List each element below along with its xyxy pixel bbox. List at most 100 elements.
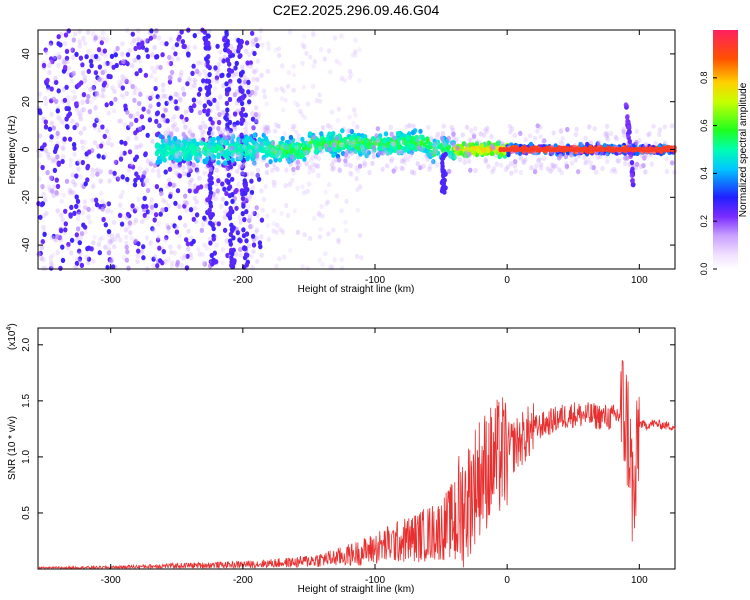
spectrogram-point xyxy=(600,165,605,172)
spectrogram-point xyxy=(347,69,353,75)
spectrogram-point xyxy=(221,110,226,116)
spectrogram-point xyxy=(152,44,157,51)
spectrogram-point xyxy=(82,40,88,46)
spectrogram-point xyxy=(343,161,348,167)
spectrogram-point xyxy=(69,189,74,195)
spectrogram-point xyxy=(311,167,316,174)
spectrogram-point xyxy=(259,72,264,78)
spectrogram-point xyxy=(134,206,139,212)
spectrogram-point xyxy=(71,54,76,60)
spectrogram-point xyxy=(206,40,211,46)
spectrogram-point xyxy=(264,169,270,176)
spectrogram-point xyxy=(195,141,200,147)
spectrogram-point xyxy=(148,241,153,247)
spectrogram-point xyxy=(90,53,95,60)
spectrogram-point xyxy=(226,172,231,178)
spectrogram-point xyxy=(65,245,71,251)
spectrogram-point xyxy=(228,241,233,247)
spectrogram-point xyxy=(230,176,235,182)
spectrogram-point xyxy=(199,60,204,66)
spectrogram-point xyxy=(216,61,222,68)
spectrogram-point xyxy=(604,131,609,137)
spectrogram-point xyxy=(43,197,48,203)
spectrogram-point xyxy=(280,143,285,149)
spectrogram-point xyxy=(46,155,52,161)
spectrogram-point xyxy=(211,136,216,142)
spectrogram-point xyxy=(653,140,658,146)
spectrogram-point xyxy=(167,181,173,187)
spectrogram-point xyxy=(317,98,323,104)
spectrogram-point xyxy=(156,122,161,129)
colorbar-tick-label: 0.0 xyxy=(699,263,709,276)
spectrogram-point xyxy=(123,103,128,109)
spectrogram-point xyxy=(62,64,68,71)
spectrogram-point xyxy=(108,169,113,175)
spectrogram-point xyxy=(186,44,191,50)
spectrogram-point xyxy=(318,226,323,232)
spectrogram-point xyxy=(604,146,609,153)
spectrogram-point xyxy=(112,244,117,250)
spectrogram-point xyxy=(62,97,68,103)
spectrogram-point xyxy=(260,207,265,213)
spectrogram-point xyxy=(292,208,297,214)
spectrogram-point xyxy=(308,54,313,60)
spectrogram-point xyxy=(111,108,117,114)
spectrogram-point xyxy=(148,161,154,167)
spectrogram-point xyxy=(160,113,166,119)
spectrogram-point xyxy=(254,145,259,151)
spectrogram-point xyxy=(588,160,593,166)
spectrogram-point xyxy=(282,254,287,260)
spectrogram-point xyxy=(197,100,203,106)
spectrogram-point xyxy=(354,137,359,144)
spectrogram-point xyxy=(126,224,131,230)
spectrogram-point xyxy=(363,161,368,167)
spectrogram-point xyxy=(181,165,186,171)
spectrogram-point xyxy=(295,102,300,108)
spectrogram-point xyxy=(213,65,218,71)
spectrogram-point xyxy=(542,138,547,144)
spectrogram-point xyxy=(215,101,220,107)
spectrogram-point xyxy=(56,161,61,167)
spectrogram-point xyxy=(133,45,138,52)
spectrogram-point xyxy=(186,160,191,166)
spectrogram-point xyxy=(323,189,328,195)
spectrogram-point xyxy=(409,169,415,175)
spectrogram-point xyxy=(662,140,668,146)
spectrogram-point xyxy=(319,148,325,155)
spectrogram-point xyxy=(239,110,244,117)
spectrogram-point xyxy=(70,118,75,124)
spectrogram-point xyxy=(224,166,229,172)
spectrogram-point xyxy=(237,237,242,243)
spectrogram-point xyxy=(64,84,69,90)
spectrogram-point xyxy=(195,168,200,175)
spectrogram-point xyxy=(194,199,199,205)
spectrogram-point xyxy=(174,151,180,157)
spectrogram-point xyxy=(473,126,478,132)
spectrogram-point xyxy=(431,142,436,148)
spectrogram-point xyxy=(165,127,171,133)
spectrogram-point xyxy=(435,139,441,145)
spectrogram-point xyxy=(196,147,201,154)
spectrogram-point xyxy=(177,244,182,250)
spectrogram-point xyxy=(585,157,591,163)
spectrogram-point xyxy=(314,98,320,104)
spectrogram-point xyxy=(332,257,337,263)
spectrogram-point xyxy=(602,143,607,149)
spectrogram-point xyxy=(559,127,564,134)
spectrogram-point xyxy=(626,119,631,125)
spectrogram-point xyxy=(263,127,269,133)
spectrogram-point xyxy=(202,170,207,176)
spectrogram-point xyxy=(247,99,252,105)
spectrogram-point xyxy=(167,75,173,81)
spectrogram-point xyxy=(159,190,164,197)
spectrogram-point xyxy=(80,99,85,105)
spectrogram-point xyxy=(79,110,84,116)
spectrogram-point xyxy=(216,119,222,126)
spectrogram-point xyxy=(464,124,470,130)
spectrogram-point xyxy=(302,43,307,49)
spectrogram-point xyxy=(248,63,254,69)
spectrogram-point xyxy=(358,184,363,190)
spectrogram-point xyxy=(290,177,295,184)
spectrogram-point xyxy=(265,125,270,131)
